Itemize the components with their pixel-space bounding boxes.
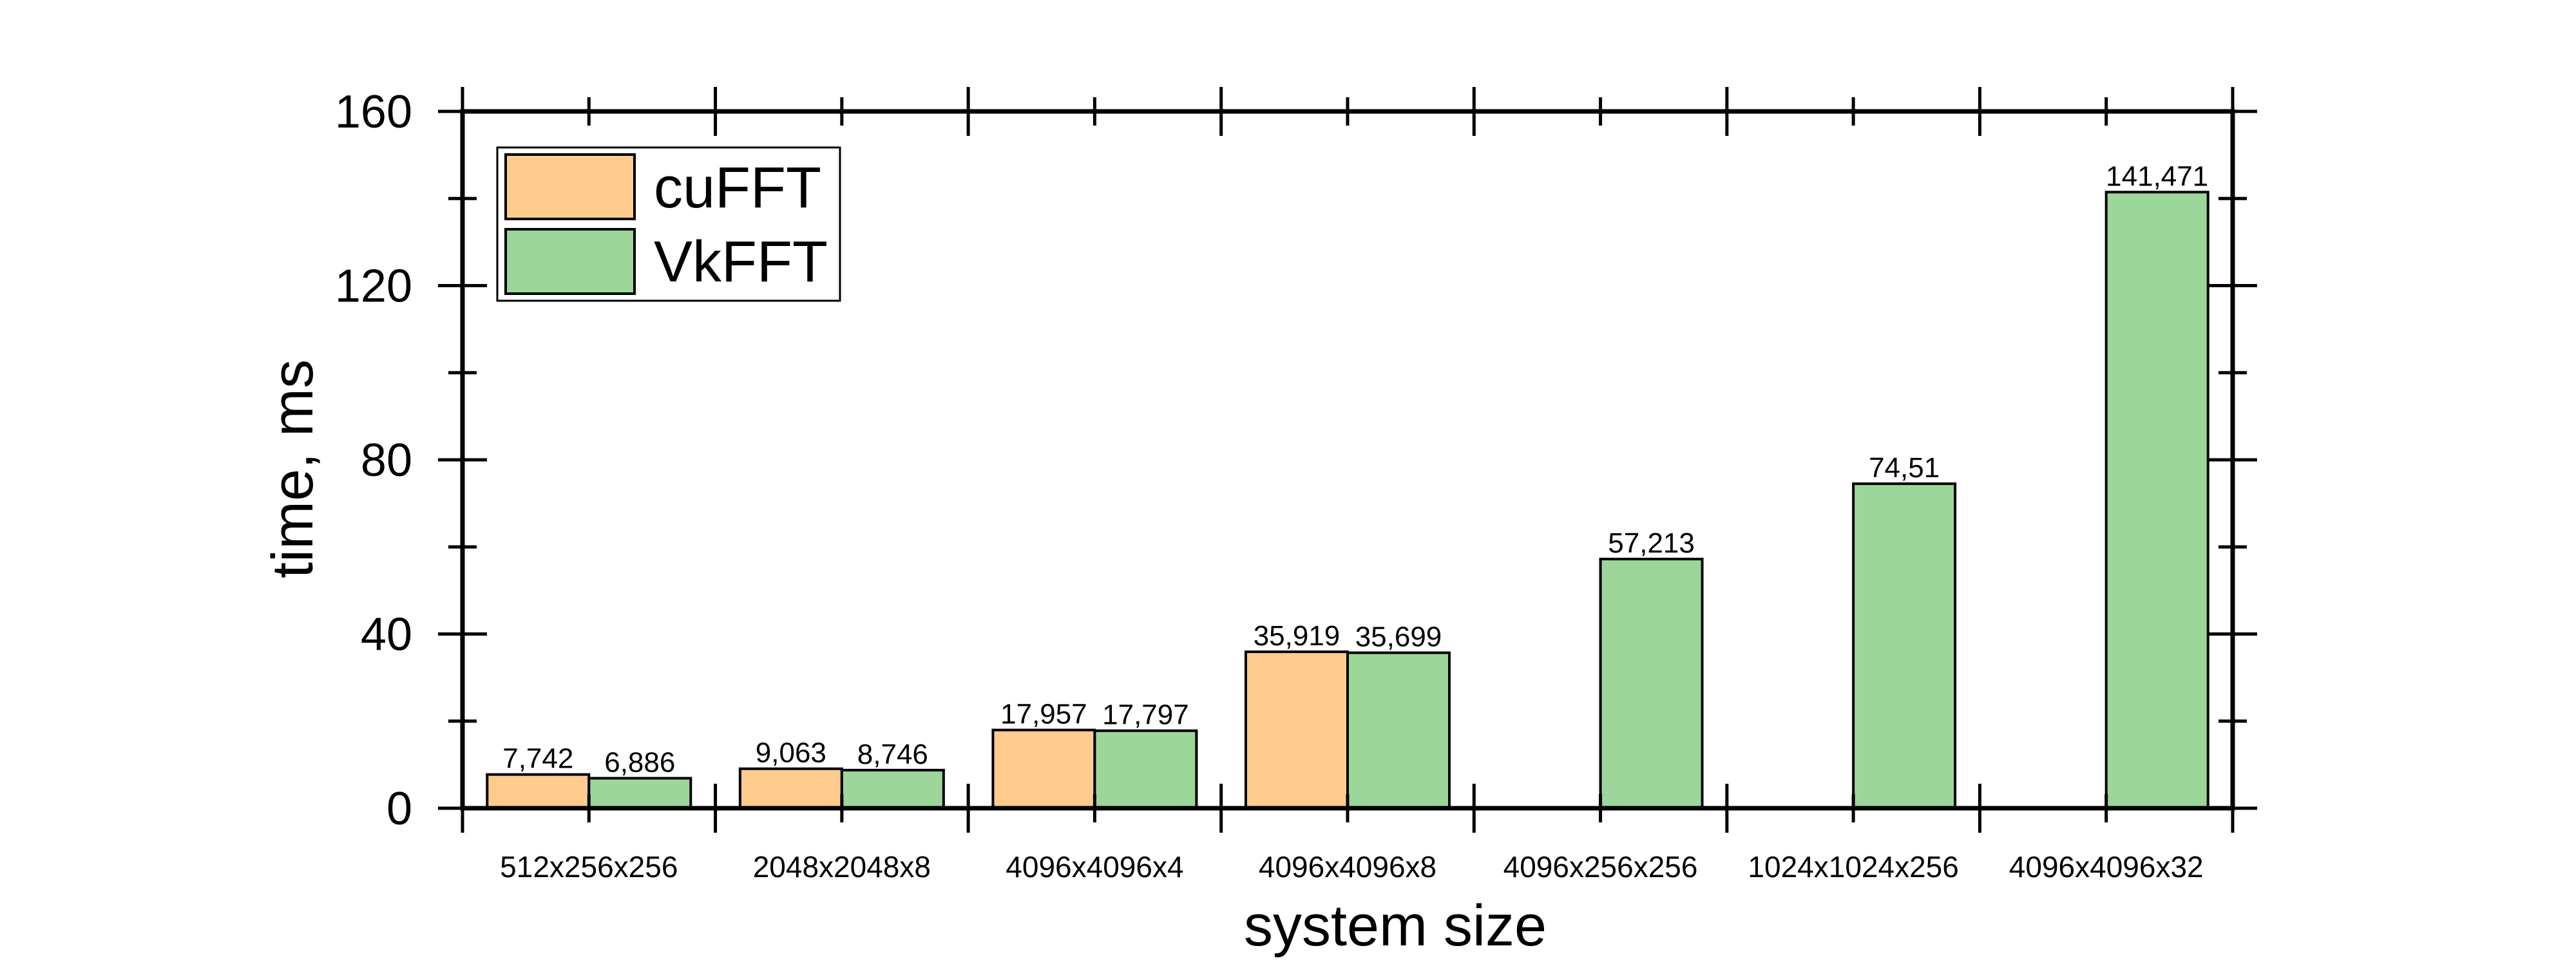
bars-layer [486, 191, 2209, 810]
y-axis-title: time, ms [261, 359, 325, 578]
bar-vkfft-0 [587, 777, 692, 810]
y-tick-label-80: 80 [361, 435, 412, 486]
legend-swatch-vkfft [504, 228, 636, 295]
x-tick-label-1: 2048x2048x8 [753, 850, 931, 884]
legend-swatch-cufft [504, 153, 636, 220]
bar-vkfft-1 [840, 768, 945, 810]
value-label-cufft-2: 17,957 [1000, 699, 1087, 730]
value-label-cufft-1: 9,063 [756, 737, 826, 769]
value-label-vkfft-4: 57,213 [1608, 527, 1695, 559]
bar-vkfft-4 [1599, 558, 1704, 810]
bar-cufft-3 [1245, 650, 1349, 810]
x-tick-label-2: 4096x4096x4 [1006, 850, 1183, 884]
value-labels-layer: 7,742 6,886 9,063 8,746 17,957 17,797 35,919 35… [502, 160, 2208, 778]
bar-vkfft-3 [1346, 651, 1451, 810]
bar-vkfft-6 [2104, 191, 2209, 810]
value-label-vkfft-6: 141,471 [2106, 160, 2208, 192]
y-tick-label-160: 160 [335, 86, 412, 138]
legend-label-cufft: cuFFT [654, 156, 821, 220]
bar-cufft-2 [991, 728, 1096, 810]
value-label-vkfft-1: 8,746 [857, 739, 928, 770]
x-tick-label-0: 512x256x256 [500, 850, 678, 884]
x-tick-labels: 512x256x256 2048x2048x8 4096x4096x4 4096x40… [500, 850, 2203, 884]
value-label-vkfft-3: 35,699 [1355, 621, 1442, 653]
x-tick-label-5: 1024x1024x256 [1748, 850, 1958, 884]
x-axis-title: system size [1244, 894, 1547, 958]
bar-cufft-1 [738, 767, 843, 810]
y-tick-label-40: 40 [361, 609, 412, 661]
y-tick-labels: 0 40 80 120 160 [335, 86, 412, 835]
value-label-cufft-0: 7,742 [502, 743, 573, 775]
bar-cufft-0 [486, 773, 591, 810]
ticks-layer [438, 87, 2257, 833]
value-label-vkfft-2: 17,797 [1102, 699, 1189, 731]
value-label-cufft-3: 35,919 [1254, 620, 1340, 652]
x-tick-label-4: 4096x256x256 [1503, 850, 1698, 884]
x-tick-label-6: 4096x4096x32 [2009, 850, 2204, 884]
value-label-vkfft-0: 6,886 [604, 746, 675, 778]
bar-vkfft-5 [1852, 482, 1957, 810]
y-tick-label-120: 120 [335, 261, 412, 312]
y-tick-label-0: 0 [386, 783, 412, 835]
legend: cuFFT VkFFT [496, 146, 841, 302]
x-tick-label-3: 4096x4096x8 [1259, 850, 1436, 884]
value-label-vkfft-5: 74,51 [1869, 452, 1940, 484]
bar-vkfft-2 [1093, 729, 1198, 810]
legend-label-vkfft: VkFFT [654, 230, 828, 294]
